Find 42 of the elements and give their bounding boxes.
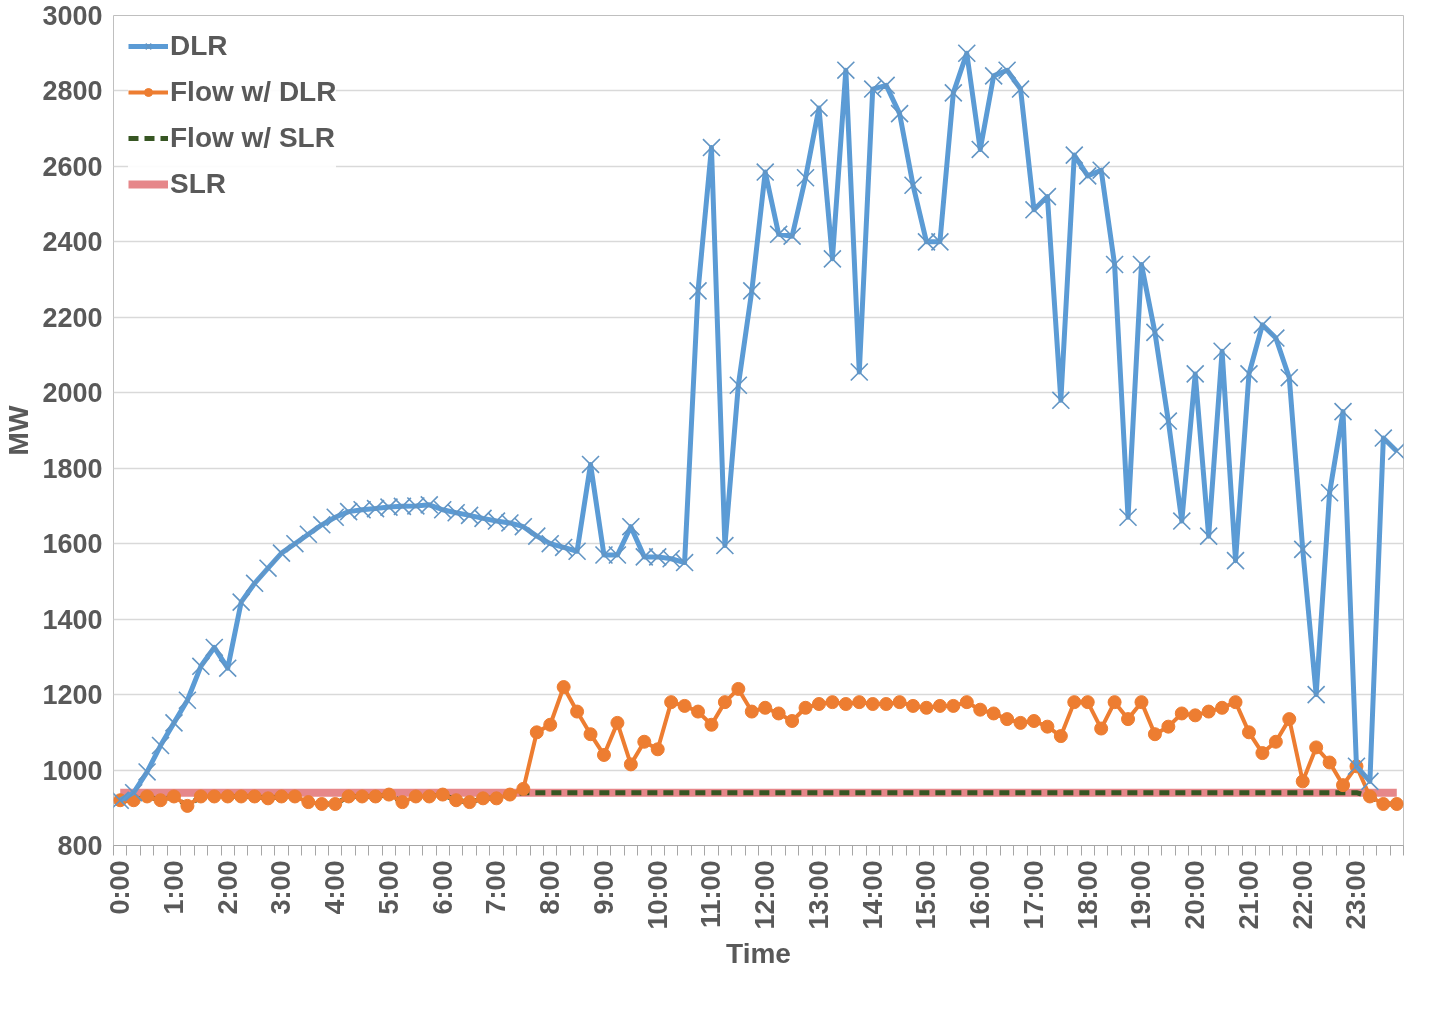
legend-label: Flow w/ DLR [170, 76, 337, 108]
y-tick-label: 1400 [42, 604, 103, 635]
x-tick-label: 16:00 [965, 860, 996, 930]
y-tick-label: 2800 [42, 76, 103, 107]
x-tick-label: 6:00 [427, 860, 458, 915]
x-tick-label: 15:00 [911, 860, 942, 930]
x-tick-label: 14:00 [857, 860, 888, 930]
x-tick-label: 19:00 [1126, 860, 1157, 930]
y-tick-label: 1000 [42, 755, 103, 786]
x-tick-label: 13:00 [803, 860, 834, 930]
x-tick-label: 5:00 [373, 860, 404, 915]
x-tick-label: 0:00 [105, 860, 136, 915]
x-tick-label: 17:00 [1018, 860, 1049, 930]
x-tick-label: 1:00 [158, 860, 189, 915]
x-tick-label: 21:00 [1233, 860, 1264, 930]
x-tick-label: 4:00 [320, 860, 351, 915]
x-tick-label: 8:00 [535, 860, 566, 915]
x-tick-label: 9:00 [588, 860, 619, 915]
legend-label: SLR [170, 168, 226, 200]
x-tick-label: 2:00 [212, 860, 243, 915]
y-tick-label: 1200 [42, 680, 103, 711]
x-tick-label: 20:00 [1180, 860, 1211, 930]
y-tick-label: 2400 [42, 227, 103, 258]
legend-label: Flow w/ SLR [170, 122, 335, 154]
y-tick-label: 3000 [42, 1, 103, 31]
legend-label: DLR [170, 30, 228, 62]
x-tick-label: 23:00 [1341, 860, 1372, 930]
x-tick-label: 7:00 [481, 860, 512, 915]
y-tick-label: 2000 [42, 378, 103, 409]
x-axis-title: Time [726, 937, 791, 969]
y-tick-label: 1800 [42, 453, 103, 484]
y-tick-label: 2200 [42, 302, 103, 333]
x-tick-label: 18:00 [1072, 860, 1103, 930]
y-tick-label: 2600 [42, 151, 103, 182]
x-tick-label: 10:00 [642, 860, 673, 930]
x-tick-label: 3:00 [266, 860, 297, 915]
x-tick-label: 12:00 [750, 860, 781, 930]
x-tick-label: 22:00 [1287, 860, 1318, 930]
x-tick-label: 11:00 [696, 860, 727, 929]
y-axis-title: MW [3, 405, 35, 456]
y-tick-label: 800 [57, 831, 103, 861]
y-tick-label: 1600 [42, 529, 103, 560]
